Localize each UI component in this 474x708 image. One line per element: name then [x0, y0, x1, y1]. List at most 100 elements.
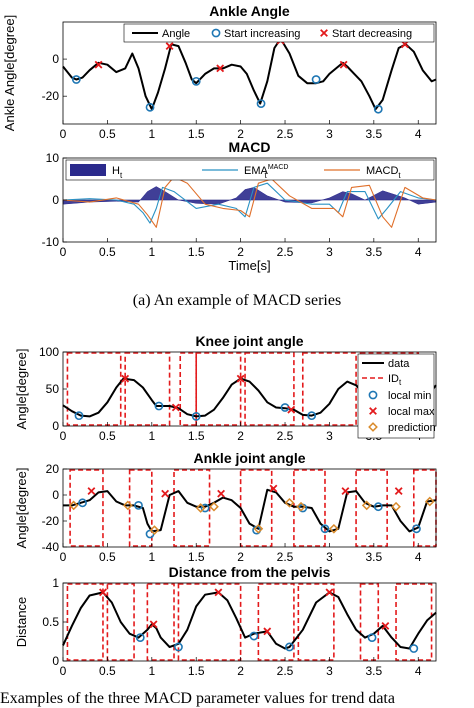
id-window [106, 583, 135, 661]
marker-local-min [249, 631, 259, 641]
x-tick-label: 3 [326, 127, 333, 141]
marker-start-decreasing [339, 60, 348, 69]
legend-label: Start increasing [224, 28, 300, 40]
id-window [395, 583, 433, 661]
x-tick-label: 1.5 [188, 429, 205, 443]
marker-local-min [74, 411, 84, 421]
x-tick-label: 0 [60, 664, 67, 678]
x-tick-label: 2 [237, 127, 244, 141]
legend-swatch [368, 422, 378, 432]
y-tick-label: 0 [52, 419, 59, 433]
id-window [124, 352, 171, 426]
marker-prediction [195, 503, 206, 513]
marker-local-min [200, 503, 210, 513]
marker-prediction [122, 500, 133, 511]
id-window [146, 583, 175, 661]
marker-local-min [412, 524, 421, 534]
x-tick-label: 4 [415, 664, 422, 678]
marker-local-max [99, 588, 107, 597]
marker-local-min [191, 411, 201, 421]
plot-frame [62, 21, 437, 125]
id-window [244, 352, 295, 426]
x-tick-label: 0.5 [99, 550, 116, 564]
x-tick-label: 2.5 [277, 429, 294, 443]
x-tick-label: 1 [148, 245, 155, 259]
x-tick-label: 0.5 [99, 429, 116, 443]
y-axis-label: Ankle Angle[degree] [2, 15, 17, 131]
legend-box [357, 353, 435, 439]
x-axis-label: Time[s] [228, 258, 270, 273]
marker-prediction [296, 501, 306, 512]
marker-local-max [121, 374, 130, 383]
x-tick-label: 2 [237, 245, 244, 259]
x-tick-label: 2.5 [277, 127, 294, 141]
marker-start-decreasing [94, 60, 103, 69]
series-line-angle [62, 37, 437, 111]
legend-label: Angle [162, 28, 190, 40]
y-tick-label: 0 [52, 52, 59, 66]
legend: data IDt local min local max prediction [357, 353, 436, 439]
legend-superscript: MACD [268, 164, 289, 171]
series-line-macd [62, 176, 437, 228]
marker-prediction [329, 523, 339, 534]
marker-start-increasing [191, 76, 201, 86]
marker-start-increasing [311, 75, 321, 84]
chart-title: Ankle Angle [209, 3, 290, 19]
marker-prediction [253, 523, 264, 534]
chart-panel-4: Ankle joint angle 0 0.5 1 1.5 2 2.5 3 3.5 4 -40 -20… [14, 450, 437, 564]
y-axis-label: Distance [14, 597, 29, 648]
x-tick-label: 1 [148, 429, 155, 443]
x-tick-label: 0 [60, 550, 67, 564]
y-tick-label: 0.5 [42, 615, 59, 629]
legend-subscript: t [399, 378, 402, 387]
x-tick-label: 1 [148, 550, 155, 564]
marker-local-max [236, 374, 245, 383]
x-tick-label: 4 [415, 245, 422, 259]
marker-prediction [68, 500, 79, 511]
marker-local-max [325, 588, 334, 597]
legend: Angle Start increasing Start decreasing [123, 23, 435, 43]
marker-local-max [341, 487, 350, 496]
chart-title: Ankle joint angle [193, 450, 305, 466]
legend-swatch [211, 28, 221, 38]
legend-swatch [369, 407, 377, 415]
legend-label: local max [388, 406, 435, 418]
y-tick-label: 0 [52, 193, 59, 207]
marker-start-increasing [71, 75, 81, 84]
plot-frame [62, 468, 437, 548]
marker-local-min [154, 401, 164, 411]
chart-title: MACD [229, 139, 271, 155]
subfigure-caption-a: (a) An example of MACD series [133, 292, 341, 309]
id-window [359, 583, 380, 661]
series-line-data [63, 488, 437, 533]
x-tick-label: 3 [326, 550, 333, 564]
x-tick-label: 0.5 [99, 127, 116, 141]
id-window [301, 352, 357, 426]
plot-area [63, 583, 436, 661]
id-window [195, 352, 242, 426]
chart-panel-5: Distance from the pelvis 0 0.5 1 1.5 2 2.5 3 3.5… [14, 564, 437, 678]
legend-label: Start decreasing [332, 28, 412, 40]
figure-caption: Examples of the three MACD parameter val… [0, 690, 395, 707]
y-tick-label: 20 [46, 462, 60, 476]
x-tick-label: 0.5 [99, 245, 116, 259]
id-window [173, 469, 211, 547]
id-window [128, 469, 153, 547]
marker-local-max [214, 588, 223, 597]
legend-swatch [368, 390, 378, 400]
marker-local-max [287, 405, 296, 414]
y-tick-label: 10 [46, 151, 60, 165]
x-tick-label: 0 [60, 245, 67, 259]
x-tick-label: 1.5 [188, 664, 205, 678]
x-tick-label: 3.5 [365, 664, 382, 678]
x-tick-label: 0 [60, 127, 67, 141]
marker-local-max [381, 621, 390, 630]
legend-subscript: t [120, 171, 123, 180]
y-tick-label: 0 [52, 488, 59, 502]
marker-start-increasing [256, 99, 266, 108]
x-tick-label: 3 [326, 664, 333, 678]
legend-label: Ht [112, 165, 123, 180]
x-tick-label: 4 [415, 127, 422, 141]
marker-start-increasing [373, 104, 383, 114]
